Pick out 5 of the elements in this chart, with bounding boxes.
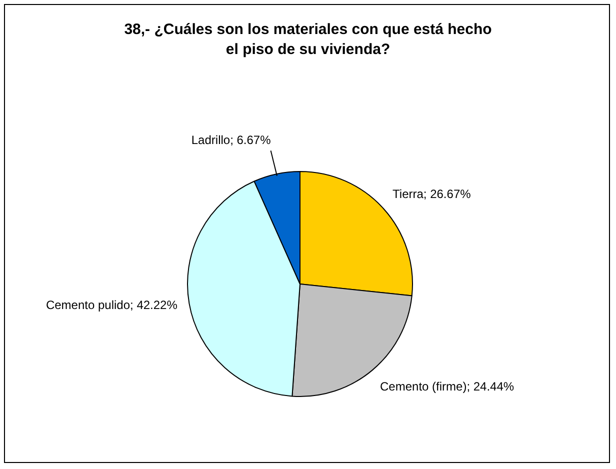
slice-label: Cemento (firme); 24.44% bbox=[380, 380, 514, 394]
slice-label: Ladrillo; 6.67% bbox=[191, 132, 272, 147]
chart-title: 38,- ¿Cuáles son los materiales con que está hecho el piso de su vivienda? bbox=[123, 20, 493, 60]
slice-label: Cemento pulido; 42.22% bbox=[46, 298, 178, 312]
slice-label: Tierra; 26.67% bbox=[392, 187, 472, 202]
